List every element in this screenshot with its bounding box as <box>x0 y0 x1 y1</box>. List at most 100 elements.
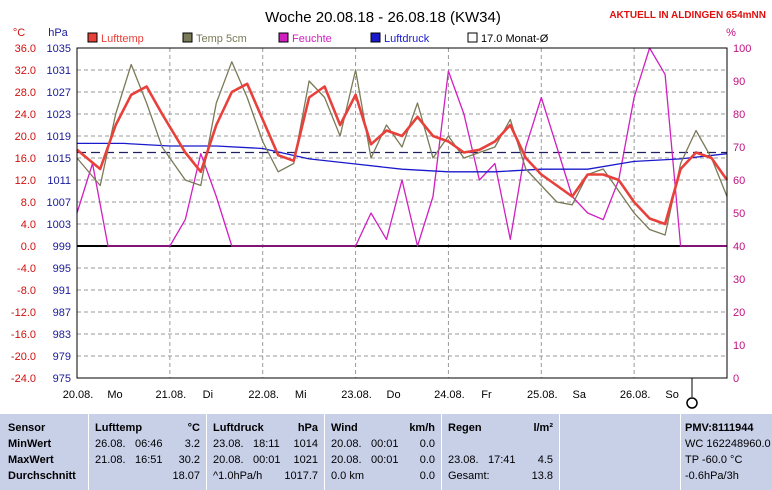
x-date-label: 22.08. <box>248 389 279 401</box>
temp-unit: °C <box>187 422 200 434</box>
temp-min-date: 26.08. <box>95 438 126 450</box>
side-wc: WC 162248960.0 <box>685 438 771 450</box>
legend-label-mean: 17.0 Monat-Ø <box>481 33 549 45</box>
temp-tick-label: 32.0 <box>15 65 36 77</box>
x-date-label: 21.08. <box>156 389 187 401</box>
humidity-tick-label: 60 <box>733 175 745 187</box>
pressure-tick-label: 1031 <box>47 65 71 77</box>
stats-col-temp: Lufttemp °C 26.08. 06:46 3.2 21.08. 16:5… <box>88 414 206 490</box>
humidity-tick-label: 10 <box>733 340 745 352</box>
wind-min-time: 00:01 <box>371 438 399 450</box>
temp-tick-label: 36.0 <box>15 43 36 55</box>
pressure-tick-label: 975 <box>53 373 71 385</box>
humidity-tick-label: 50 <box>733 208 745 220</box>
row-label-min: MinWert <box>8 438 52 450</box>
temp-tick-label: 4.0 <box>21 219 36 231</box>
humidity-tick-label: 80 <box>733 109 745 121</box>
pressure-tick-label: 1007 <box>47 197 71 209</box>
legend-swatch-temp5cm <box>182 32 193 43</box>
rain-unit: l/m² <box>533 422 553 434</box>
y-axis-ticks: 36.0 32.0 28.0 24.0 20.0 16.0 12.0 8.0 4.0 0.0 -4.… <box>11 43 751 385</box>
wind-title: Wind <box>331 422 358 434</box>
pressure-max-value: 1021 <box>293 454 318 466</box>
series-lines <box>76 47 729 247</box>
side-trend: -0.6hPa/3h <box>685 470 739 482</box>
pressure-tick-label: 987 <box>53 307 71 319</box>
series-line-luftdruck <box>77 142 728 173</box>
x-axis-ticks: 20.08. Mo 21.08. Di 22.08. Mi 23.08. Do 24.08. Fr… <box>63 389 679 401</box>
legend-label-lufttemp: Lufttemp <box>101 33 144 45</box>
x-date-label: 23.08. <box>341 389 372 401</box>
x-day-label: Mo <box>107 389 122 401</box>
x-day-label: Fr <box>481 389 492 401</box>
rain-max-value: 4.5 <box>537 454 553 466</box>
temp-tick-label: 8.0 <box>21 197 36 209</box>
temp-avg-value: 18.07 <box>172 470 200 482</box>
series-line-lufttemp <box>76 82 729 226</box>
temp-max-value: 30.2 <box>178 454 200 466</box>
humidity-tick-label: 0 <box>733 373 739 385</box>
temp-tick-label: 24.0 <box>15 109 36 121</box>
x-day-label: Di <box>203 389 213 401</box>
stats-col-empty <box>559 414 680 490</box>
pressure-tick-label: 991 <box>53 285 71 297</box>
temp-tick-label: 12.0 <box>15 175 36 187</box>
stats-col-pressure: Luftdruck hPa 23.08. 18:11 1014 20.08. 0… <box>206 414 324 490</box>
legend: Lufttemp Temp 5cm Feuchte Luftdruck 17.0 Mon… <box>87 32 549 45</box>
pressure-tick-label: 1023 <box>47 109 71 121</box>
pressure-trend-label: ^1.0hPa/h <box>213 470 263 482</box>
pressure-tick-label: 1015 <box>47 153 71 165</box>
humidity-tick-label: 90 <box>733 76 745 88</box>
stats-panel: Sensor MinWert MaxWert Durchschnitt Luft… <box>0 414 772 490</box>
legend-swatch-luftdruck <box>370 32 381 43</box>
temp-min-value: 3.2 <box>184 438 200 450</box>
time-cursor-knob[interactable] <box>686 397 698 409</box>
pressure-tick-label: 1019 <box>47 131 71 143</box>
pressure-axis-unit: hPa <box>48 27 68 39</box>
wind-max-time: 00:01 <box>371 454 399 466</box>
pressure-tick-label: 995 <box>53 263 71 275</box>
rain-max-time: 17:41 <box>488 454 516 466</box>
temp-title: Lufttemp <box>95 422 143 434</box>
stats-col-side: PMV:8111944 WC 162248960.0 TP -60.0 °C -… <box>680 414 772 490</box>
x-day-label: Mi <box>295 389 307 401</box>
wind-min-value: 0.0 <box>419 438 435 450</box>
wind-unit: km/h <box>409 422 435 434</box>
temp-min-time: 06:46 <box>135 438 163 450</box>
wind-dist-value: 0.0 <box>419 470 435 482</box>
temp-axis-unit: °C <box>13 27 25 39</box>
wind-max-value: 0.0 <box>419 454 435 466</box>
pressure-max-time: 00:01 <box>253 454 281 466</box>
pressure-trend-value: 1017.7 <box>284 470 318 482</box>
pressure-tick-label: 1003 <box>47 219 71 231</box>
temp-max-date: 21.08. <box>95 454 126 466</box>
pressure-tick-label: 1011 <box>47 175 71 187</box>
wind-max-date: 20.08. <box>331 454 362 466</box>
pressure-title: Luftdruck <box>213 422 264 434</box>
temp-tick-label: 20.0 <box>15 131 36 143</box>
rain-total-label: Gesamt: <box>448 470 490 482</box>
legend-label-feuchte: Feuchte <box>292 33 332 45</box>
temp-tick-label: -20.0 <box>11 351 36 363</box>
pressure-unit: hPa <box>297 422 318 434</box>
x-date-label: 25.08. <box>527 389 558 401</box>
temp-tick-label: 0.0 <box>21 241 36 253</box>
humidity-tick-label: 70 <box>733 142 745 154</box>
row-label-avg: Durchschnitt <box>8 470 76 482</box>
x-date-label: 26.08. <box>620 389 651 401</box>
legend-swatch-feuchte <box>278 32 289 43</box>
x-day-label: Sa <box>573 389 587 401</box>
pressure-tick-label: 979 <box>53 351 71 363</box>
temp-tick-label: -24.0 <box>11 373 36 385</box>
pressure-min-date: 23.08. <box>213 438 244 450</box>
x-day-label: So <box>665 389 678 401</box>
humidity-tick-label: 20 <box>733 307 745 319</box>
pressure-tick-label: 999 <box>53 241 71 253</box>
temp-tick-label: -8.0 <box>17 285 36 297</box>
humidity-tick-label: 40 <box>733 241 745 253</box>
pressure-tick-label: 1035 <box>47 43 71 55</box>
temp-max-time: 16:51 <box>135 454 163 466</box>
temp-tick-label: -4.0 <box>17 263 36 275</box>
row-label-sensor: Sensor <box>8 422 46 434</box>
stats-row-labels: Sensor MinWert MaxWert Durchschnitt <box>0 414 88 490</box>
